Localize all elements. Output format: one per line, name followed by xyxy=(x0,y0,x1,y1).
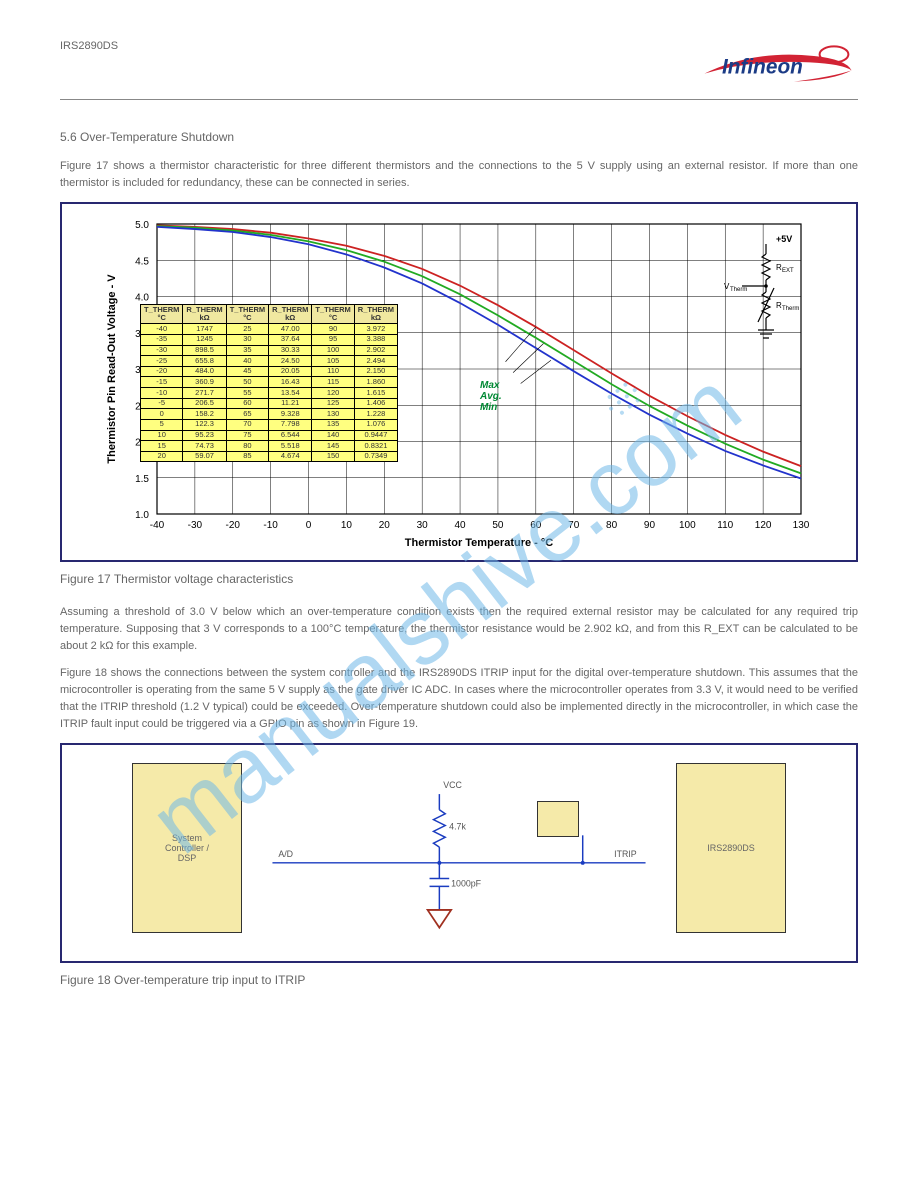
thermistor-table: T_THERM°CR_THERMkΩT_THERM°CR_THERMkΩT_TH… xyxy=(140,304,398,462)
figure-18: System Controller / DSP IRS2890DS VCC 4.… xyxy=(60,743,858,963)
label-avg: Avg. xyxy=(480,391,502,402)
page-header: IRS2890DS Infineon xyxy=(60,40,858,100)
label-max: Max xyxy=(480,380,502,391)
svg-text:80: 80 xyxy=(606,520,618,531)
svg-text:Thermistor Pin Read-Out Voltag: Thermistor Pin Read-Out Voltage - V xyxy=(106,274,118,464)
svg-text:120: 120 xyxy=(755,520,772,531)
svg-text:1.0: 1.0 xyxy=(135,510,149,521)
infineon-logo: Infineon xyxy=(698,40,858,93)
label-min: Min xyxy=(480,402,502,413)
svg-text:-30: -30 xyxy=(188,520,203,531)
svg-text:60: 60 xyxy=(530,520,542,531)
svg-text:100: 100 xyxy=(679,520,696,531)
svg-text:40: 40 xyxy=(454,520,466,531)
svg-text:0: 0 xyxy=(306,520,312,531)
svg-text:130: 130 xyxy=(793,520,810,531)
paragraph-2: Assuming a threshold of 3.0 V below whic… xyxy=(60,604,858,655)
svg-text:Thermistor Temperature - °C: Thermistor Temperature - °C xyxy=(405,537,554,549)
svg-text:20: 20 xyxy=(379,520,391,531)
svg-text:90: 90 xyxy=(644,520,656,531)
figure-18-caption: Figure 18 Over-temperature trip input to… xyxy=(60,973,858,987)
svg-text:4.5: 4.5 xyxy=(135,256,149,267)
svg-text:70: 70 xyxy=(568,520,580,531)
svg-text:Therm: Therm xyxy=(730,287,747,293)
figure-17: -40 -30 -20 -10 0 10 20 30 40 50 60 70 80 90 100 110 120… xyxy=(60,202,858,562)
svg-text:EXT: EXT xyxy=(782,268,794,274)
svg-text:1.5: 1.5 xyxy=(135,474,149,485)
svg-text:50: 50 xyxy=(492,520,504,531)
svg-text:-10: -10 xyxy=(263,520,278,531)
svg-text:Infineon: Infineon xyxy=(722,56,803,79)
schematic-wires: VCC 4.7k 1000pF A/D ITRIP xyxy=(62,745,856,961)
svg-text:Therm: Therm xyxy=(782,306,799,312)
product-name: IRS2890DS xyxy=(60,40,118,52)
paragraph-1: Figure 17 shows a thermistor characteris… xyxy=(60,158,858,192)
svg-text:VCC: VCC xyxy=(443,781,462,791)
svg-text:30: 30 xyxy=(417,520,429,531)
series-labels: Max Avg. Min xyxy=(480,380,502,413)
svg-text:ITRIP: ITRIP xyxy=(614,849,637,859)
svg-text:5.0: 5.0 xyxy=(135,220,149,231)
svg-text:4.7k: 4.7k xyxy=(449,822,466,832)
svg-text:10: 10 xyxy=(341,520,353,531)
svg-text:-40: -40 xyxy=(150,520,165,531)
voltage-divider-schematic: +5V REXT VTherm RTherm xyxy=(720,230,820,350)
thermistor-chart: -40 -30 -20 -10 0 10 20 30 40 50 60 70 80 90 100 110 120… xyxy=(70,212,848,552)
svg-text:+5V: +5V xyxy=(776,234,792,244)
paragraph-3: Figure 18 shows the connections between … xyxy=(60,665,858,733)
svg-text:110: 110 xyxy=(717,520,733,531)
svg-text:4.0: 4.0 xyxy=(135,293,149,304)
svg-text:1000pF: 1000pF xyxy=(451,879,482,889)
section-heading: 5.6 Over-Temperature Shutdown xyxy=(60,130,858,144)
svg-text:A/D: A/D xyxy=(278,849,293,859)
svg-text:-20: -20 xyxy=(226,520,241,531)
figure-17-caption: Figure 17 Thermistor voltage characteris… xyxy=(60,572,858,586)
